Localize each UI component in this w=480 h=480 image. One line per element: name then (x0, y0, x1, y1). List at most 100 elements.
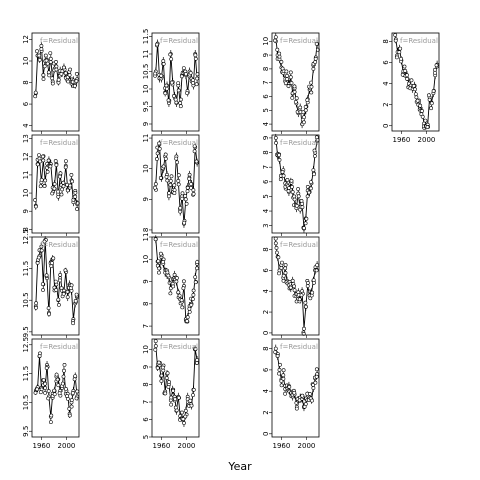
data-point (181, 286, 186, 291)
data-point (194, 360, 199, 365)
panel-strip-label: f=Residual (280, 139, 318, 147)
data-point (277, 54, 282, 59)
panel-border (31, 236, 80, 336)
data-point (393, 33, 398, 37)
data-point (179, 74, 184, 79)
data-point (277, 51, 282, 56)
y-tick-label: 5 (142, 435, 150, 439)
data-point (184, 201, 189, 206)
data-point (36, 255, 41, 260)
x-axis-label: Year (227, 460, 252, 473)
y-tick-label: 2 (262, 310, 270, 314)
x-tick-label: 1960 (272, 442, 290, 450)
data-point (159, 373, 164, 378)
data-point (73, 194, 78, 199)
y-tick-label: 8 (142, 302, 150, 306)
data-point (284, 69, 289, 74)
data-point (34, 204, 38, 209)
data-point (74, 79, 79, 83)
data-point (175, 160, 180, 165)
data-point (45, 169, 50, 174)
data-point (165, 371, 170, 376)
data-point (34, 305, 38, 310)
data-point (158, 175, 163, 180)
data-point (281, 173, 286, 178)
data-point (35, 162, 40, 167)
data-point (62, 362, 67, 367)
data-point (166, 194, 171, 199)
data-point (61, 180, 66, 185)
x-tick-label: 2000 (298, 442, 316, 450)
data-point (191, 188, 196, 193)
data-point (41, 154, 45, 159)
data-point (50, 261, 55, 266)
data-point (292, 284, 297, 289)
data-point (52, 186, 57, 191)
data-point (163, 91, 168, 96)
y-tick-label: 10.5 (22, 292, 30, 308)
data-point (305, 284, 310, 288)
data-point (302, 226, 306, 230)
data-point (156, 360, 161, 365)
data-point (187, 306, 192, 311)
data-point (169, 80, 174, 85)
y-tick-label: 9 (142, 365, 150, 369)
data-point (168, 52, 173, 57)
data-point (178, 97, 183, 102)
data-point (294, 96, 299, 101)
data-point (43, 381, 48, 386)
data-point (164, 83, 169, 88)
panel-c2r2: 8 9 10 11 f=Residual (142, 134, 200, 236)
data-point (42, 239, 47, 244)
data-point (49, 413, 54, 418)
data-point (191, 387, 196, 392)
data-point (273, 346, 278, 351)
data-point (310, 398, 314, 403)
data-point (277, 371, 281, 376)
y-tick-label: 10 (22, 189, 30, 198)
series-line (395, 39, 438, 127)
data-point (65, 295, 70, 300)
panel-border (31, 338, 80, 438)
data-point (193, 280, 198, 285)
data-point (278, 177, 283, 182)
y-tick-label: 6 (382, 60, 390, 65)
data-point (281, 376, 286, 381)
x-tick-label: 1960 (152, 442, 170, 450)
y-tick-label: 7 (262, 165, 270, 169)
data-point (54, 64, 59, 69)
data-point (58, 174, 62, 179)
data-point (54, 60, 58, 64)
data-point (296, 194, 301, 199)
y-tick-label: 9 (22, 209, 30, 213)
y-tick-label: 7 (262, 80, 270, 84)
x-tick-label: 2000 (418, 136, 436, 144)
y-tick-label: 11.5 (22, 261, 30, 277)
data-point (296, 187, 301, 191)
panel-border (31, 32, 80, 132)
y-tick-label: 11 (142, 50, 150, 59)
data-point (61, 184, 66, 189)
panel-border (151, 338, 200, 438)
data-point (153, 71, 158, 76)
data-point (157, 146, 162, 151)
data-point (274, 140, 278, 145)
data-point (288, 70, 293, 75)
data-point (279, 60, 284, 64)
y-tick-label: 9 (142, 122, 150, 126)
y-tick-label: 5 (262, 194, 270, 198)
data-point (40, 282, 45, 287)
y-tick-label: 12 (22, 152, 30, 161)
data-point (191, 292, 196, 297)
y-tick-label: 7 (142, 324, 150, 328)
data-point (67, 73, 72, 77)
data-point (299, 198, 304, 203)
data-point (52, 285, 57, 290)
data-point (273, 236, 278, 241)
data-point (288, 75, 293, 80)
data-point (46, 306, 51, 311)
y-tick-label: 4 (262, 388, 270, 393)
y-tick-label: 4 (262, 208, 270, 213)
data-point (53, 159, 58, 163)
